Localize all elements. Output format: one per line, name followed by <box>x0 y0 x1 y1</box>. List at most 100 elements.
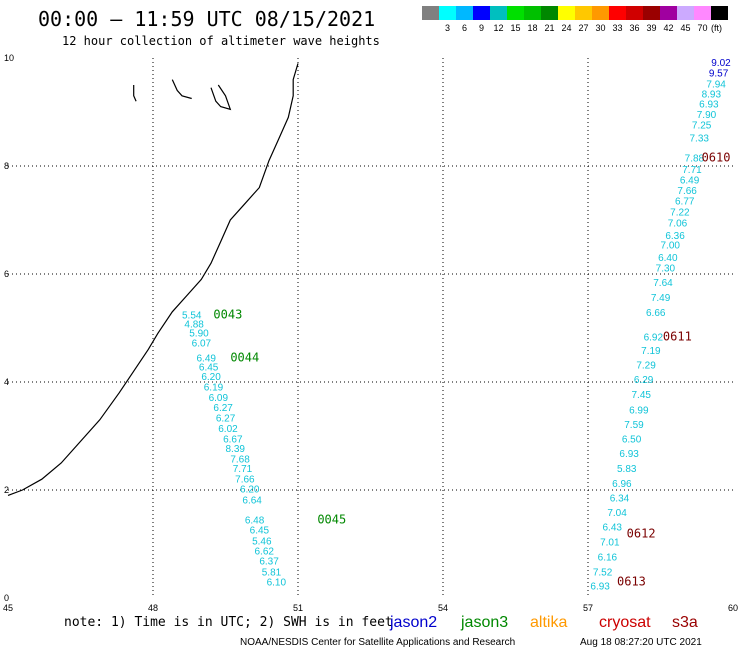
colorbar-label: 15 <box>510 23 520 33</box>
colorbar-label: 24 <box>561 23 571 33</box>
x-tick-label: 45 <box>3 603 13 613</box>
swh-value-label: 7.00 <box>661 241 681 252</box>
satellite-legend: jason2 jason3 altika cryosat s3a <box>389 614 698 631</box>
swh-value-label: 6.92 <box>644 332 664 343</box>
swh-value-label: 7.30 <box>656 263 676 274</box>
track-time-label: 0043 <box>213 307 242 321</box>
footer-timestamp: Aug 18 08:27:20 UTC 2021 <box>580 637 702 648</box>
swh-value-label: 7.33 <box>690 134 710 145</box>
swh-value-label: 6.96 <box>612 479 632 490</box>
legend-item: jason3 <box>460 614 508 631</box>
colorbar-swatch <box>558 6 575 20</box>
colorbar-label: 18 <box>527 23 537 33</box>
swh-value-label: 5.54 <box>182 310 202 321</box>
swh-value-label: 7.59 <box>624 420 644 431</box>
swh-value-label: 6.37 <box>259 557 279 568</box>
swh-value-label: 7.01 <box>600 538 620 549</box>
swh-value-label: 9.02 <box>711 58 731 69</box>
colorbar-swatch <box>643 6 660 20</box>
island-path <box>133 85 137 102</box>
island-path <box>210 84 232 111</box>
colorbar-label: 33 <box>612 23 622 33</box>
colorbar-label: 9 <box>479 23 484 33</box>
swh-value-label: 6.62 <box>255 546 275 557</box>
track-time-label: 0044 <box>230 350 259 364</box>
colorbar-swatch <box>507 6 524 20</box>
swh-value-label: 7.19 <box>641 346 661 357</box>
satellite-tracks: 5.544.885.906.076.496.456.206.196.096.27… <box>182 58 731 592</box>
colorbar-label: 27 <box>578 23 588 33</box>
colorbar-swatch <box>711 6 728 20</box>
swh-value-label: 7.04 <box>607 508 627 519</box>
swh-value-label: 6.50 <box>622 434 642 445</box>
swh-value-label: 7.68 <box>230 454 250 465</box>
colorbar-swatch <box>422 6 439 20</box>
swh-value-label: 6.27 <box>216 413 236 424</box>
colorbar-label: 3 <box>445 23 450 33</box>
swh-value-label: 6.45 <box>250 526 270 537</box>
swh-value-label: 7.25 <box>692 121 712 132</box>
colorbar-swatch <box>490 6 507 20</box>
plot-area: 5.544.885.906.076.496.456.206.196.096.27… <box>7 58 733 598</box>
swh-value-label: 6.02 <box>218 424 238 435</box>
swh-value-label: 6.40 <box>658 253 678 264</box>
swh-value-label: 7.64 <box>653 278 673 289</box>
swh-value-label: 7.06 <box>668 218 688 229</box>
track-time-label: 0045 <box>317 512 346 526</box>
swh-value-label: 6.29 <box>634 375 654 386</box>
swh-value-label: 6.07 <box>192 338 212 349</box>
swh-value-label: 6.49 <box>197 353 217 364</box>
swh-value-label: 7.66 <box>677 186 697 197</box>
legend-item: s3a <box>672 614 698 631</box>
swh-value-label: 4.88 <box>184 319 204 330</box>
swh-value-label: 5.81 <box>262 567 282 578</box>
x-tick-label: 54 <box>438 603 448 613</box>
swh-value-label: 6.48 <box>245 515 265 526</box>
swh-value-label: 6.93 <box>699 100 719 111</box>
colorbar-swatch <box>473 6 490 20</box>
colorbar-swatch <box>439 6 456 20</box>
swh-value-label: 8.39 <box>226 444 246 455</box>
swh-value-label: 6.27 <box>213 403 233 414</box>
colorbar-label: 42 <box>663 23 673 33</box>
colorbar-swatch <box>541 6 558 20</box>
colorbar-label: 70 <box>697 23 707 33</box>
swh-value-label: 7.29 <box>636 361 656 372</box>
colorbar-label: 30 <box>595 23 605 33</box>
swh-value-label: 6.49 <box>680 175 700 186</box>
y-tick-label: 4 <box>4 377 9 387</box>
x-tick-label: 51 <box>293 603 303 613</box>
swh-value-label: 6.64 <box>242 496 262 507</box>
y-tick-label: 0 <box>4 593 9 603</box>
track-time-label: 0612 <box>627 527 656 541</box>
y-tick-label: 6 <box>4 269 9 279</box>
y-tick-labels: 0 2 4 6 8 10 <box>4 53 14 603</box>
track-time-label: 0611 <box>663 329 692 343</box>
swh-value-label: 6.77 <box>675 196 695 207</box>
swh-value-label: 6.67 <box>223 434 243 445</box>
colorbar-swatch <box>660 6 677 20</box>
colorbar-label: 12 <box>493 23 503 33</box>
swh-value-label: 5.46 <box>252 537 272 548</box>
colorbar-swatch <box>677 6 694 20</box>
colorbar-label: 6 <box>462 23 467 33</box>
swh-value-label: 6.19 <box>204 383 224 394</box>
legend-item: jason2 <box>389 614 437 631</box>
swh-value-label: 6.16 <box>598 553 618 564</box>
colorbar-swatch <box>592 6 609 20</box>
chart-title: 00:00 – 11:59 UTC 08/15/2021 <box>38 7 375 31</box>
x-tick-label: 57 <box>583 603 593 613</box>
colorbar-swatch <box>609 6 626 20</box>
y-tick-label: 2 <box>4 485 9 495</box>
swh-value-label: 7.94 <box>706 80 726 91</box>
swh-value-label: 6.99 <box>629 405 649 416</box>
swh-value-label: 7.71 <box>233 464 253 475</box>
coastline-path <box>7 63 299 496</box>
swh-value-label: 6.93 <box>619 449 639 460</box>
colorbar-label: 21 <box>544 23 554 33</box>
colorbar-swatch <box>694 6 711 20</box>
colorbar-swatch <box>626 6 643 20</box>
swh-value-label: 6.10 <box>267 578 287 589</box>
coastline <box>7 63 299 496</box>
